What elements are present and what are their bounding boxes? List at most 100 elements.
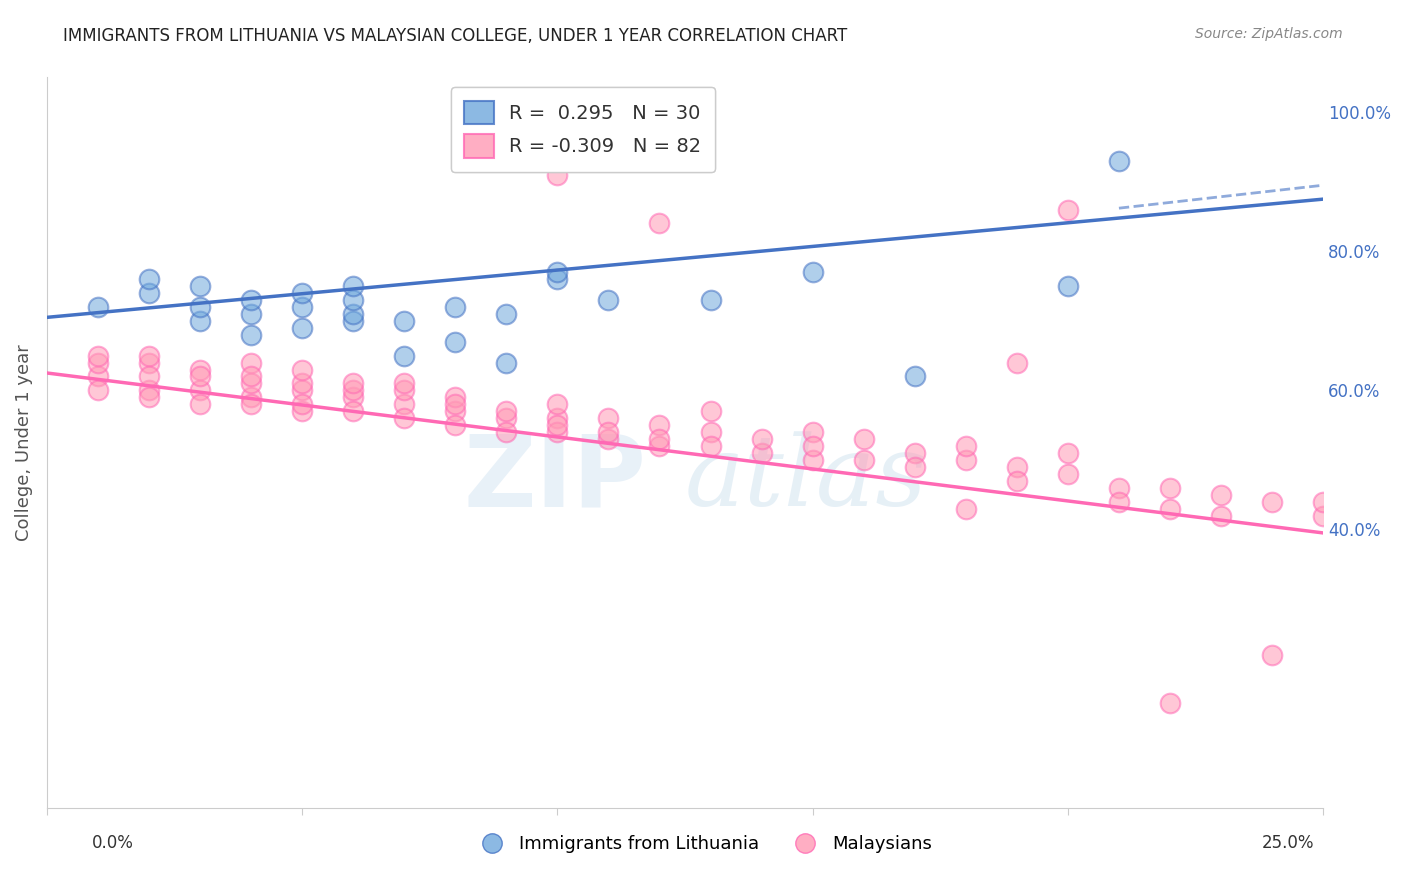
- Point: [138, 390, 160, 404]
- Text: ZIP: ZIP: [464, 431, 647, 527]
- Point: [1159, 501, 1181, 516]
- Point: [648, 439, 671, 453]
- Point: [342, 404, 364, 418]
- Point: [1057, 446, 1080, 460]
- Point: [648, 418, 671, 433]
- Point: [291, 285, 314, 300]
- Point: [598, 411, 620, 425]
- Point: [495, 307, 517, 321]
- Point: [1005, 459, 1028, 474]
- Point: [342, 384, 364, 398]
- Point: [138, 355, 160, 369]
- Point: [291, 384, 314, 398]
- Point: [751, 432, 773, 446]
- Point: [138, 369, 160, 384]
- Point: [394, 411, 416, 425]
- Point: [342, 279, 364, 293]
- Point: [444, 404, 467, 418]
- Point: [598, 293, 620, 307]
- Point: [904, 446, 927, 460]
- Point: [699, 293, 721, 307]
- Point: [1159, 481, 1181, 495]
- Text: IMMIGRANTS FROM LITHUANIA VS MALAYSIAN COLLEGE, UNDER 1 YEAR CORRELATION CHART: IMMIGRANTS FROM LITHUANIA VS MALAYSIAN C…: [63, 27, 848, 45]
- Point: [1057, 202, 1080, 217]
- Point: [240, 390, 263, 404]
- Point: [852, 432, 875, 446]
- Point: [87, 384, 110, 398]
- Point: [342, 293, 364, 307]
- Point: [1005, 474, 1028, 488]
- Point: [138, 272, 160, 286]
- Point: [1312, 494, 1334, 508]
- Point: [394, 314, 416, 328]
- Point: [188, 314, 211, 328]
- Point: [240, 307, 263, 321]
- Point: [955, 501, 977, 516]
- Point: [495, 425, 517, 439]
- Point: [444, 390, 467, 404]
- Point: [852, 453, 875, 467]
- Point: [1108, 153, 1130, 168]
- Point: [188, 397, 211, 411]
- Point: [240, 293, 263, 307]
- Point: [240, 327, 263, 342]
- Point: [801, 439, 824, 453]
- Point: [1312, 508, 1334, 523]
- Point: [394, 397, 416, 411]
- Point: [291, 376, 314, 391]
- Point: [291, 397, 314, 411]
- Point: [240, 355, 263, 369]
- Point: [87, 355, 110, 369]
- Point: [188, 362, 211, 376]
- Point: [546, 397, 568, 411]
- Point: [1108, 481, 1130, 495]
- Point: [291, 320, 314, 334]
- Point: [648, 432, 671, 446]
- Point: [87, 300, 110, 314]
- Point: [546, 265, 568, 279]
- Point: [240, 397, 263, 411]
- Point: [394, 384, 416, 398]
- Point: [188, 369, 211, 384]
- Point: [87, 349, 110, 363]
- Point: [699, 404, 721, 418]
- Point: [291, 404, 314, 418]
- Point: [188, 279, 211, 293]
- Point: [546, 418, 568, 433]
- Point: [495, 411, 517, 425]
- Point: [1159, 696, 1181, 710]
- Point: [751, 446, 773, 460]
- Point: [495, 404, 517, 418]
- Point: [342, 376, 364, 391]
- Point: [598, 425, 620, 439]
- Point: [138, 285, 160, 300]
- Point: [1261, 648, 1284, 662]
- Legend: R =  0.295   N = 30, R = -0.309   N = 82: R = 0.295 N = 30, R = -0.309 N = 82: [451, 87, 714, 171]
- Point: [87, 369, 110, 384]
- Point: [1261, 494, 1284, 508]
- Point: [342, 307, 364, 321]
- Y-axis label: College, Under 1 year: College, Under 1 year: [15, 344, 32, 541]
- Legend: Immigrants from Lithuania, Malaysians: Immigrants from Lithuania, Malaysians: [467, 829, 939, 861]
- Point: [188, 300, 211, 314]
- Point: [342, 314, 364, 328]
- Point: [904, 369, 927, 384]
- Point: [444, 300, 467, 314]
- Point: [495, 355, 517, 369]
- Point: [955, 453, 977, 467]
- Point: [699, 425, 721, 439]
- Point: [138, 384, 160, 398]
- Point: [546, 168, 568, 182]
- Point: [394, 376, 416, 391]
- Point: [801, 453, 824, 467]
- Point: [955, 439, 977, 453]
- Point: [546, 425, 568, 439]
- Point: [444, 397, 467, 411]
- Text: 25.0%: 25.0%: [1263, 834, 1315, 852]
- Point: [1057, 279, 1080, 293]
- Point: [801, 425, 824, 439]
- Point: [1209, 488, 1232, 502]
- Point: [188, 384, 211, 398]
- Point: [240, 369, 263, 384]
- Point: [444, 334, 467, 349]
